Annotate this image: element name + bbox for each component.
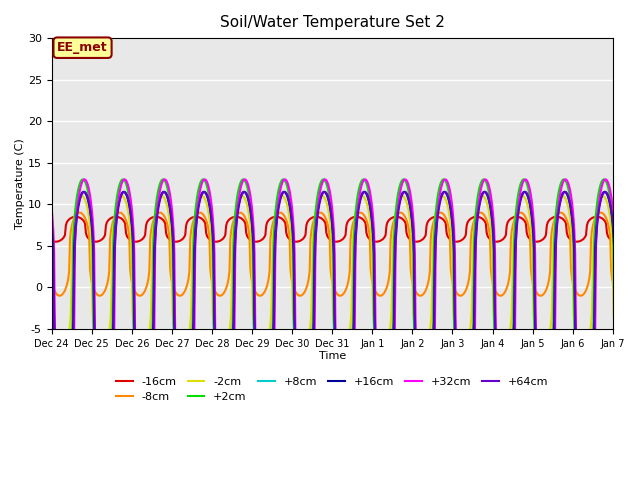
Line: -2cm: -2cm (52, 196, 640, 354)
-16cm (444, 234, 452, 240)
+32cm (215, 381, 223, 386)
Line: +16cm: +16cm (52, 192, 640, 383)
Y-axis label: Temperature (C): Temperature (C) (15, 138, 25, 229)
+2cm (48, 223, 56, 228)
-2cm (60, 350, 67, 356)
+16cm (59, 380, 67, 385)
+64cm (48, 218, 56, 224)
+32cm (60, 401, 68, 407)
-16cm (183, 220, 191, 226)
Title: Soil/Water Temperature Set 2: Soil/Water Temperature Set 2 (220, 15, 445, 30)
-2cm (48, 272, 56, 278)
Line: +2cm: +2cm (52, 180, 640, 387)
-8cm (427, 237, 435, 242)
+16cm (48, 221, 56, 227)
+16cm (183, 376, 191, 382)
+2cm (79, 177, 86, 182)
+8cm (60, 380, 67, 386)
-8cm (181, 288, 189, 293)
+8cm (427, 362, 435, 368)
Text: EE_met: EE_met (57, 41, 108, 54)
+8cm (183, 376, 191, 382)
+32cm (59, 399, 67, 405)
+32cm (81, 177, 88, 182)
+64cm (60, 388, 68, 394)
-16cm (60, 235, 67, 241)
-2cm (78, 193, 86, 199)
+2cm (60, 384, 67, 390)
X-axis label: Time: Time (319, 351, 346, 361)
+16cm (60, 380, 67, 386)
+16cm (444, 195, 452, 201)
+32cm (48, 205, 56, 211)
-8cm (59, 291, 67, 297)
-2cm (427, 321, 435, 327)
+64cm (215, 373, 223, 379)
Line: -16cm: -16cm (52, 217, 640, 242)
+32cm (183, 398, 191, 404)
+32cm (444, 181, 452, 187)
Line: +8cm: +8cm (52, 192, 640, 383)
+64cm (444, 194, 452, 200)
Line: +32cm: +32cm (52, 180, 640, 404)
+32cm (122, 178, 130, 183)
-16cm (215, 239, 223, 244)
-8cm (120, 214, 128, 219)
+16cm (215, 368, 223, 373)
+2cm (215, 374, 223, 380)
-16cm (72, 214, 80, 220)
Line: -8cm: -8cm (52, 213, 640, 296)
-16cm (48, 238, 56, 244)
+16cm (122, 191, 130, 197)
+2cm (122, 180, 130, 186)
+64cm (183, 385, 191, 391)
-16cm (427, 216, 435, 221)
Legend: -16cm, -8cm, -2cm, +2cm, +8cm, +16cm, +32cm, +64cm: -16cm, -8cm, -2cm, +2cm, +8cm, +16cm, +3… (111, 372, 553, 407)
+64cm (122, 190, 130, 196)
Line: +64cm: +64cm (52, 192, 640, 391)
-2cm (122, 199, 130, 205)
+64cm (427, 372, 435, 378)
+8cm (444, 195, 452, 201)
-2cm (58, 351, 65, 357)
-16cm (122, 230, 130, 236)
-2cm (215, 347, 223, 353)
-2cm (444, 206, 452, 212)
+64cm (81, 189, 88, 195)
+2cm (183, 378, 191, 384)
-16cm (52, 239, 60, 245)
+8cm (48, 221, 56, 227)
-2cm (183, 342, 191, 348)
+16cm (79, 189, 87, 195)
-8cm (444, 223, 452, 229)
-8cm (397, 210, 404, 216)
+2cm (59, 384, 67, 390)
+2cm (427, 358, 435, 364)
+8cm (79, 189, 87, 195)
+8cm (215, 368, 223, 373)
+2cm (444, 187, 452, 192)
+8cm (122, 191, 130, 197)
+64cm (59, 387, 67, 393)
-8cm (213, 291, 221, 297)
-8cm (377, 293, 385, 299)
+8cm (59, 380, 67, 385)
-8cm (48, 279, 56, 285)
+32cm (427, 385, 435, 391)
+16cm (427, 362, 435, 368)
